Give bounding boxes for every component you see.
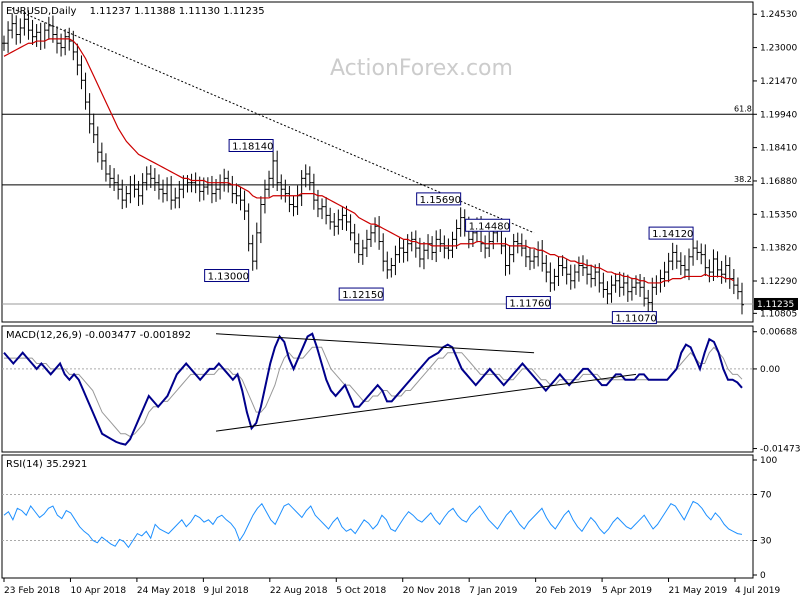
date-tick-label: 20 Nov 2018 bbox=[403, 586, 461, 596]
rsi-tick-label: 30 bbox=[760, 537, 772, 547]
date-tick-label: 10 Apr 2018 bbox=[70, 586, 126, 596]
rsi-tick-label: 70 bbox=[760, 491, 772, 501]
price-annotations: 1.18140 1.13000 1.12150 1.15690 1.14480 1.117… bbox=[204, 139, 694, 325]
price-annotation-label: 1.11760 bbox=[509, 299, 550, 310]
price-annotation-box bbox=[416, 192, 462, 206]
macd-line bbox=[3, 332, 743, 446]
date-tick-label: 23 Feb 2018 bbox=[4, 586, 60, 596]
price-tick-label: 1.16880 bbox=[760, 177, 797, 187]
price-tick-label: 1.13820 bbox=[760, 244, 797, 254]
date-tick-label: 5 Oct 2018 bbox=[336, 586, 386, 596]
date-tick-label: 24 May 2018 bbox=[137, 586, 196, 596]
price-tick-label: 1.15350 bbox=[760, 210, 797, 220]
price-annotation-box bbox=[204, 269, 250, 283]
fib-label: 61.8 bbox=[734, 104, 752, 113]
date-tick-label: 7 Jan 2019 bbox=[469, 586, 517, 596]
price-tick-label: 1.19940 bbox=[760, 110, 797, 120]
rsi-line bbox=[3, 500, 743, 549]
price-annotation-box bbox=[465, 218, 511, 232]
price-annotation-box bbox=[505, 296, 551, 310]
macd-panel-frame bbox=[1, 325, 754, 453]
price-tick-label: 1.18410 bbox=[760, 144, 797, 154]
macd-trendline bbox=[215, 333, 535, 354]
date-axis: 23 Feb 2018 10 Apr 2018 24 May 2018 9 Jul 2… bbox=[3, 578, 780, 596]
price-annotation-label: 1.18140 bbox=[232, 142, 273, 153]
rsi-plot: 100 70 30 0 bbox=[2, 456, 777, 581]
macd-trendline bbox=[215, 373, 637, 432]
fib-levels: 61.8 38.2 bbox=[2, 104, 753, 305]
price-axis: 1.24530 1.23000 1.21470 1.19940 1.18410 1.168… bbox=[753, 10, 798, 319]
ohlc-readout: 1.11237 1.11388 1.11130 1.11235 bbox=[90, 6, 265, 17]
price-tick-label: 1.24530 bbox=[760, 10, 797, 20]
price-annotation-label: 1.12150 bbox=[342, 290, 383, 301]
symbol-label: EURUSD,Daily bbox=[6, 6, 77, 17]
price-tick-label: 1.23000 bbox=[760, 44, 797, 54]
date-tick-label: 20 Feb 2019 bbox=[536, 586, 592, 596]
price-tick-label: 1.12290 bbox=[760, 277, 797, 287]
price-tick-label: 1.10805 bbox=[760, 309, 797, 319]
fib-label: 38.2 bbox=[734, 175, 752, 184]
rsi-tick-label: 100 bbox=[760, 456, 777, 466]
price-annotation-box bbox=[648, 226, 694, 240]
macd-tick-label: 0.00688 bbox=[760, 328, 797, 338]
macd-tick-label: -0.014731 bbox=[760, 445, 800, 455]
watermark: ActionForex.com bbox=[330, 56, 513, 81]
price-annotation-label: 1.11070 bbox=[615, 314, 656, 325]
macd-title: MACD(12,26,9) -0.003477 -0.001892 bbox=[6, 330, 191, 341]
macd-tick-label: 0.00 bbox=[760, 365, 780, 375]
last-price-box bbox=[754, 297, 798, 310]
price-annotation-label: 1.13000 bbox=[208, 272, 249, 283]
price-annotation-box bbox=[338, 287, 384, 301]
rsi-panel-frame bbox=[1, 454, 754, 579]
last-price-label: 1.11235 bbox=[757, 300, 794, 310]
date-tick-label: 9 Jul 2018 bbox=[203, 586, 248, 596]
price-annotation-box bbox=[611, 311, 657, 325]
date-tick-label: 5 Apr 2019 bbox=[602, 586, 652, 596]
moving-average bbox=[3, 38, 735, 284]
date-tick-label: 4 Jul 2019 bbox=[735, 586, 780, 596]
price-annotation-label: 1.15690 bbox=[420, 195, 461, 206]
price-annotation-box bbox=[228, 139, 274, 153]
price-annotation-label: 1.14120 bbox=[652, 229, 693, 240]
rsi-title: RSI(14) 35.2921 bbox=[6, 459, 87, 470]
date-tick-label: 22 Aug 2018 bbox=[270, 586, 328, 596]
price-tick-label: 1.21470 bbox=[760, 77, 797, 87]
ma-line bbox=[3, 38, 735, 284]
price-annotation-label: 1.14480 bbox=[469, 221, 510, 232]
price-panel-frame bbox=[1, 1, 754, 323]
macd-plot: 0.00688 0.00 -0.014731 bbox=[2, 328, 800, 455]
chart-title: EURUSD,Daily 1.11237 1.11388 1.11130 1.1… bbox=[6, 6, 265, 17]
macd-signal-line bbox=[4, 346, 743, 438]
date-tick-label: 21 May 2019 bbox=[669, 586, 728, 596]
rsi-tick-label: 0 bbox=[760, 571, 766, 581]
